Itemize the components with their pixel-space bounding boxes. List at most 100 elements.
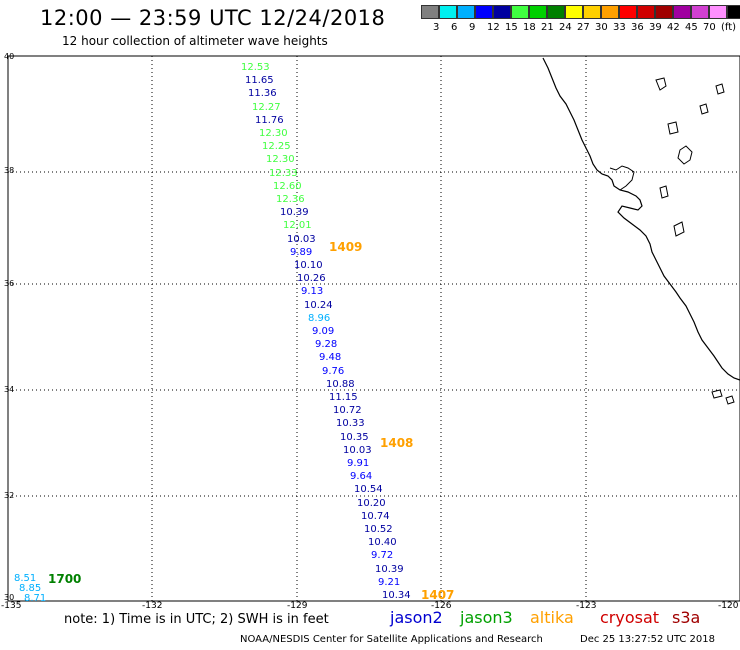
swh-value: 12.53 xyxy=(241,62,270,73)
legend-swatch xyxy=(493,5,511,19)
generated-timestamp: Dec 25 13:27:52 UTC 2018 xyxy=(580,634,715,645)
swh-value: 9.76 xyxy=(322,366,345,377)
swh-value: 11.36 xyxy=(248,88,277,99)
map-frame xyxy=(7,55,740,602)
swh-value: 10.03 xyxy=(343,445,372,456)
legend-swatch xyxy=(529,5,547,19)
swh-value: 10.24 xyxy=(304,300,333,311)
swh-value: 12.25 xyxy=(262,141,291,152)
lon-tick-126: -126 xyxy=(431,601,452,611)
swh-value: 9.89 xyxy=(290,247,313,258)
legend-swatch xyxy=(583,5,601,19)
lat-tick-38: 38 xyxy=(4,166,15,175)
legend-label: 6 xyxy=(451,22,458,33)
legend-swatch xyxy=(457,5,475,19)
legend-label: 45 xyxy=(685,22,698,33)
swh-value: 10.39 xyxy=(375,564,404,575)
swh-value: 10.20 xyxy=(357,498,386,509)
legend-label: 21 xyxy=(541,22,554,33)
legend-swatch xyxy=(637,5,655,19)
footer-note: note: 1) Time is in UTC; 2) SWH is in fe… xyxy=(64,612,329,627)
swh-value: 12.30 xyxy=(266,154,295,165)
swh-value: 10.33 xyxy=(336,418,365,429)
swh-value: 10.10 xyxy=(294,260,323,271)
swh-value: 10.72 xyxy=(333,405,362,416)
swh-value: 10.03 xyxy=(287,234,316,245)
lat-tick-36: 36 xyxy=(4,279,15,288)
legend-label: 42 xyxy=(667,22,680,33)
time-label-1700: 1700 xyxy=(48,572,82,586)
swh-value: 9.48 xyxy=(319,352,342,363)
lat-tick-32: 32 xyxy=(4,491,15,500)
swh-value: 8.71 xyxy=(24,593,47,604)
swh-value: 8.85 xyxy=(19,583,42,594)
lat-tick-34: 34 xyxy=(4,385,15,394)
satellite-label-altika: altika xyxy=(530,608,574,627)
legend-swatch xyxy=(655,5,673,19)
legend-label: (ft) xyxy=(721,22,737,33)
legend-swatch xyxy=(601,5,619,19)
page-subtitle: 12 hour collection of altimeter wave hei… xyxy=(62,34,328,48)
legend-swatch xyxy=(691,5,709,19)
time-label-1408: 1408 xyxy=(380,436,414,450)
swh-value: 10.52 xyxy=(364,524,393,535)
swh-value: 12.30 xyxy=(259,128,288,139)
swh-value: 10.35 xyxy=(340,432,369,443)
swh-value: 9.72 xyxy=(371,550,394,561)
lake-tahoe-outline xyxy=(677,145,693,165)
legend-label: 36 xyxy=(631,22,644,33)
lon-tick-135: -135 xyxy=(1,601,22,611)
satellite-label-cryosat: cryosat xyxy=(600,608,660,627)
legend-swatch xyxy=(511,5,529,19)
lake-outline-north xyxy=(655,77,725,115)
legend-swatch xyxy=(475,5,493,19)
coastline xyxy=(542,57,740,381)
color-legend xyxy=(421,5,740,19)
island-outline xyxy=(711,389,735,405)
legend-swatch xyxy=(565,5,583,19)
swh-value: 10.40 xyxy=(368,537,397,548)
swh-value: 10.34 xyxy=(382,590,411,601)
legend-label: 18 xyxy=(523,22,536,33)
swh-value: 9.09 xyxy=(312,326,335,337)
satellite-label-jason3: jason3 xyxy=(460,608,513,627)
time-label-1407: 1407 xyxy=(421,588,455,602)
swh-value: 9.64 xyxy=(350,471,373,482)
lat-lon-grid xyxy=(8,56,740,601)
lake-outline-central xyxy=(659,121,685,237)
swh-value: 10.74 xyxy=(361,511,390,522)
swh-value: 10.39 xyxy=(280,207,309,218)
legend-label: 39 xyxy=(649,22,662,33)
lat-tick-30: 30 xyxy=(4,593,15,602)
credit-line: NOAA/NESDIS Center for Satellite Applica… xyxy=(240,634,543,645)
lon-tick-132: -132 xyxy=(142,601,163,611)
satellite-label-jason2: jason2 xyxy=(390,608,443,627)
legend-label: 33 xyxy=(613,22,626,33)
lat-tick-40: 40 xyxy=(4,52,15,61)
legend-swatch xyxy=(673,5,691,19)
legend-label: 24 xyxy=(559,22,572,33)
swh-value: 10.54 xyxy=(354,484,383,495)
lon-tick-123: -123 xyxy=(576,601,597,611)
legend-swatch xyxy=(547,5,565,19)
legend-swatch xyxy=(421,5,439,19)
swh-value: 12.60 xyxy=(273,181,302,192)
page-title: 12:00 — 23:59 UTC 12/24/2018 xyxy=(40,6,386,30)
swh-value: 11.15 xyxy=(329,392,358,403)
swh-value: 11.76 xyxy=(255,115,284,126)
swh-value: 12.27 xyxy=(252,102,281,113)
legend-label: 3 xyxy=(433,22,440,33)
legend-swatch xyxy=(709,5,727,19)
swh-value: 12.33 xyxy=(269,168,298,179)
legend-label: 15 xyxy=(505,22,518,33)
swh-value: 8.51 xyxy=(14,573,37,584)
legend-swatch xyxy=(619,5,637,19)
lon-tick-129: -129 xyxy=(287,601,308,611)
swh-value: 11.65 xyxy=(245,75,274,86)
swh-value: 12.36 xyxy=(276,194,305,205)
bay-outline xyxy=(609,165,635,191)
swh-value: 8.96 xyxy=(308,313,331,324)
legend-label: 12 xyxy=(487,22,500,33)
satellite-label-s3a: s3a xyxy=(672,608,701,627)
